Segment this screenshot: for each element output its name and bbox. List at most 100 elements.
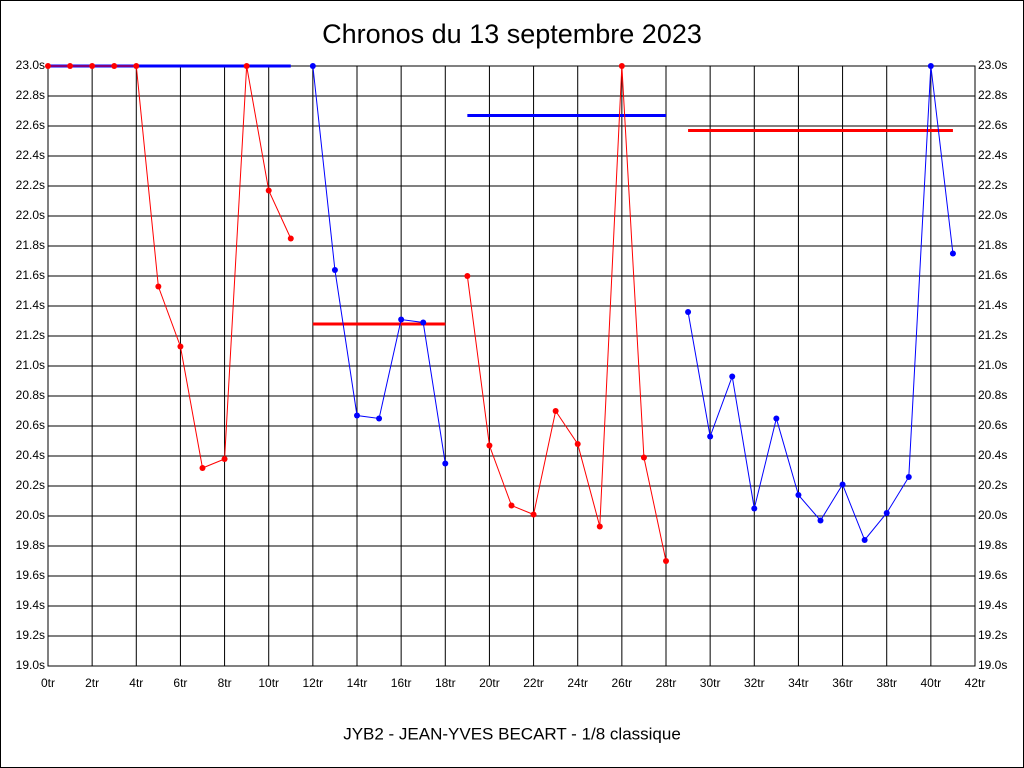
x-tick-label: 24tr [567,676,588,690]
y2-tick-label: 21.4s [978,298,1007,312]
point [861,537,868,543]
y2-tick-label: 19.4s [978,598,1007,612]
y-tick-label: 21.0s [16,358,45,372]
x-tick-label: 38tr [876,676,897,690]
y-tick-label: 19.2s [16,628,45,642]
y-tick-label: 21.8s [16,238,45,252]
chart-subtitle: JYB2 - JEAN-YVES BECART - 1/8 classique [343,724,681,743]
point [905,474,912,480]
y-tick-label: 22.8s [16,88,45,102]
x-tick-label: 40tr [921,676,942,690]
point [817,517,824,524]
x-tick-label: 28tr [656,676,677,690]
y-tick-label: 21.4s [16,298,45,312]
series-line [48,65,292,469]
point [331,267,338,273]
y2-tick-label: 20.6s [978,418,1007,432]
point [618,63,625,69]
y2-tick-label: 23.0s [978,58,1007,72]
x-tick-label: 14tr [347,676,368,690]
x-tick-label: 22tr [523,676,544,690]
y-tick-label: 20.6s [16,418,45,432]
point [640,454,647,461]
point [67,63,74,69]
point [464,273,471,279]
point [949,250,956,257]
x-tick-label: 26tr [612,676,633,690]
point [596,523,603,530]
y-tick-label: 22.6s [16,118,45,132]
y-tick-label: 22.4s [16,148,45,162]
point [685,309,692,315]
point [552,408,559,414]
point [574,441,581,447]
y2-tick-label: 22.2s [978,178,1007,192]
y2-tick-label: 20.4s [978,448,1007,462]
point [883,510,890,516]
x-tick-label: 42tr [965,676,986,690]
x-tick-label: 18tr [435,676,456,690]
y-tick-label: 20.0s [16,508,45,522]
point [111,63,118,69]
point [155,283,162,290]
y2-tick-label: 19.2s [978,628,1007,642]
x-tick-label: 36tr [832,676,853,690]
point [508,502,515,509]
y-tick-label: 20.2s [16,478,45,492]
y2-tick-label: 22.4s [978,148,1007,162]
y2-tick-label: 20.8s [978,388,1007,402]
point [707,433,714,440]
point [177,343,184,350]
point [663,558,669,564]
y-tick-label: 23.0s [16,58,45,72]
x-tick-label: 8tr [218,676,232,690]
y-tick-label: 19.4s [16,598,45,612]
point [442,460,449,467]
point [729,373,736,380]
point [795,492,802,498]
y-tick-label: 21.6s [16,268,45,282]
y-tick-label: 19.6s [16,568,45,582]
x-tick-label: 16tr [391,676,412,690]
y2-tick-label: 20.0s [978,508,1007,522]
y-tick-label: 20.8s [16,388,45,402]
y2-tick-label: 19.8s [978,538,1007,552]
plot-border [47,65,976,667]
y2-tick-label: 21.8s [978,238,1007,252]
x-tick-label: 34tr [788,676,809,690]
y2-tick-label: 21.2s [978,328,1007,342]
point [45,63,51,69]
point [530,511,537,518]
x-tick-label: 20tr [479,676,500,690]
point [354,412,360,419]
point [199,465,206,471]
y2-tick-label: 21.0s [978,358,1007,372]
point [398,316,405,323]
point [309,63,316,69]
y-tick-label: 19.8s [16,538,45,552]
y-tick-label: 19.0s [16,658,45,672]
x-tick-label: 6tr [173,676,187,690]
chart-title: Chronos du 13 septembre 2023 [322,19,702,49]
y-tick-label: 22.2s [16,178,45,192]
point [265,187,272,194]
y2-tick-label: 22.0s [978,208,1007,222]
x-tick-label: 4tr [129,676,143,690]
series-line [466,65,667,562]
point [773,415,780,422]
point [751,505,758,512]
x-tick-label: 12tr [303,676,324,690]
point [486,442,493,449]
x-tick-label: 10tr [258,676,279,690]
x-tick-label: 0tr [41,676,55,690]
y-tick-label: 21.2s [16,328,45,342]
point [420,319,427,326]
x-tick-label: 30tr [700,676,721,690]
point [287,235,294,242]
y2-tick-label: 22.8s [978,88,1007,102]
y2-tick-label: 22.6s [978,118,1007,132]
point [927,63,934,69]
